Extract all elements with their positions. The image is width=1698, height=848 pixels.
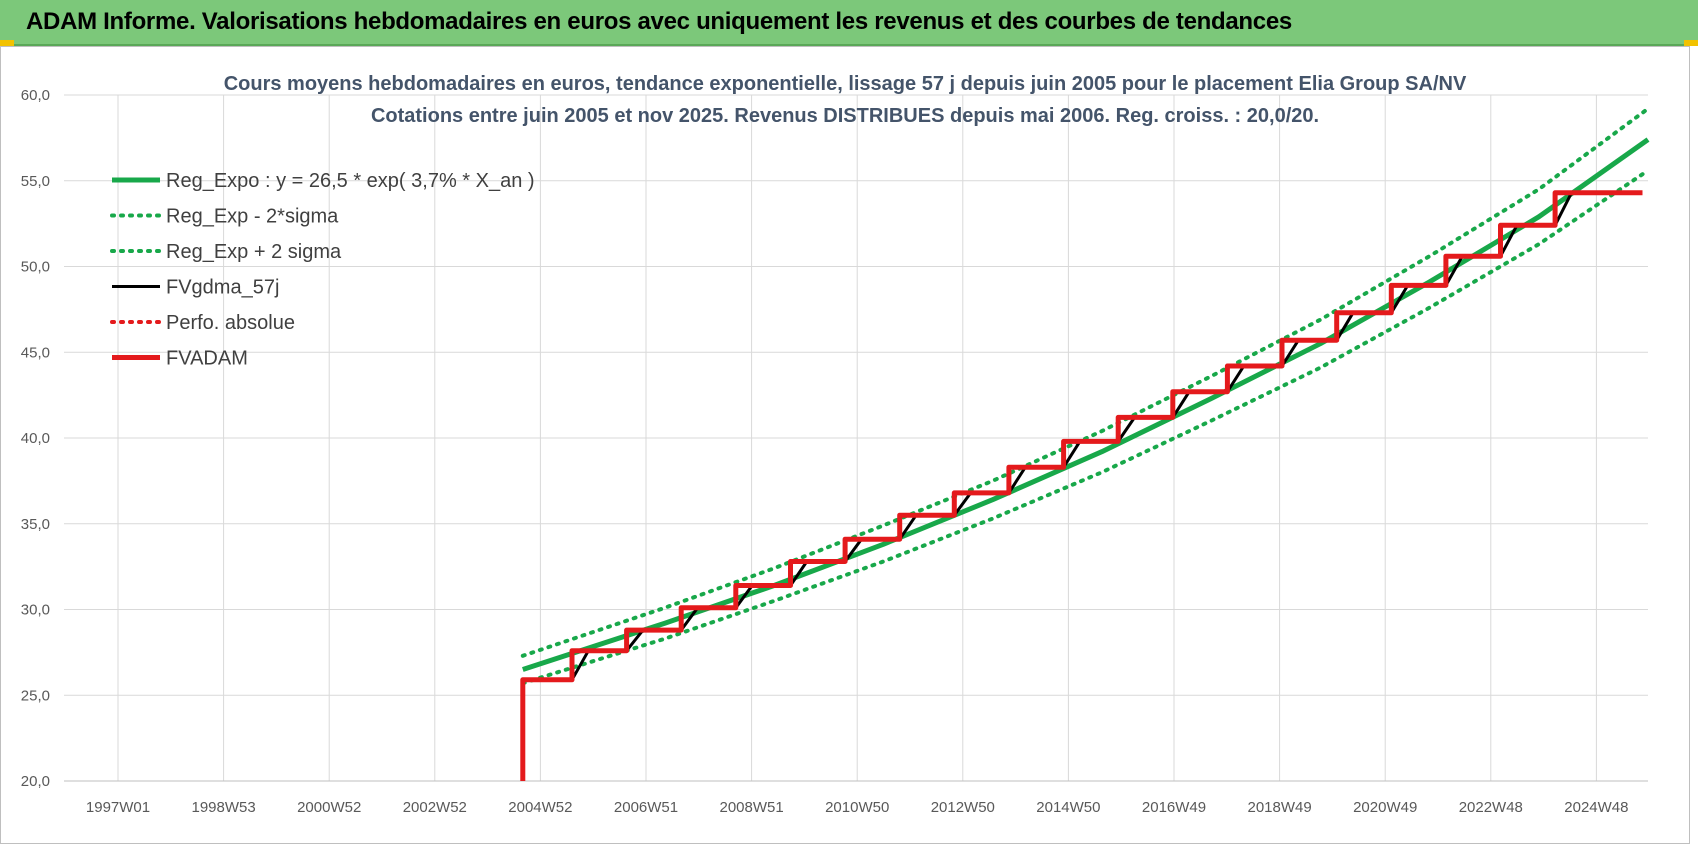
x-tick-label: 1997W01 — [86, 799, 150, 816]
y-tick-label: 45,0 — [21, 344, 50, 361]
x-tick-label: 2004W52 — [508, 799, 572, 816]
series-line-1 — [520, 168, 1650, 686]
banner-corner-left — [0, 40, 14, 46]
y-tick-label: 25,0 — [21, 687, 50, 704]
x-tick-label: 2022W48 — [1459, 799, 1523, 816]
legend-label: FVADAM — [166, 348, 248, 370]
x-tick-label: 2020W49 — [1353, 799, 1417, 816]
legend-label: Reg_Expo : y = 26,5 * exp( 3,7% * X_an ) — [166, 170, 535, 192]
chart-title: Cours moyens hebdomadaires en euros, ten… — [224, 73, 1467, 95]
report-title: ADAM Informe. Valorisations hebdomadaire… — [26, 8, 1292, 35]
x-tick-label: 2016W49 — [1142, 799, 1206, 816]
chart-subtitle: Cotations entre juin 2005 et nov 2025. R… — [371, 105, 1319, 127]
legend: Reg_Expo : y = 26,5 * exp( 3,7% * X_an )… — [110, 170, 535, 370]
legend-label: Reg_Exp + 2 sigma — [166, 241, 342, 263]
x-tick-label: 2024W48 — [1564, 799, 1628, 816]
y-tick-label: 40,0 — [21, 430, 50, 447]
report-banner: ADAM Informe. Valorisations hebdomadaire… — [0, 0, 1698, 46]
y-tick-label: 20,0 — [21, 773, 50, 790]
x-tick-label: 1998W53 — [191, 799, 255, 816]
y-tick-label: 50,0 — [21, 259, 50, 276]
series-layer — [520, 106, 1650, 781]
y-tick-label: 55,0 — [21, 173, 50, 190]
chart-frame — [0, 46, 1690, 844]
legend-label: Perfo. absolue — [166, 312, 295, 334]
x-tick-label: 2018W49 — [1247, 799, 1311, 816]
x-tick-label: 2010W50 — [825, 799, 889, 816]
legend-label: Reg_Exp - 2*sigma — [166, 206, 339, 228]
series-line-5 — [520, 190, 1643, 781]
series-line-0 — [522, 137, 1650, 672]
x-tick-label: 2000W52 — [297, 799, 361, 816]
x-tick-label: 2014W50 — [1036, 799, 1100, 816]
y-tick-label: 30,0 — [21, 602, 50, 619]
series-line-2 — [520, 106, 1650, 658]
x-tick-label: 2006W51 — [614, 799, 678, 816]
grid-layer — [64, 94, 1648, 782]
tick-labels: 20,0 25,0 30,0 35,0 40,0 45,0 50,0 55,0 60,0 1997… — [21, 87, 1629, 816]
y-tick-label: 60,0 — [21, 87, 50, 104]
x-tick-label: 2012W50 — [931, 799, 995, 816]
y-tick-label: 35,0 — [21, 516, 50, 533]
legend-label: FVgdma_57j — [166, 277, 279, 299]
x-tick-label: 2008W51 — [719, 799, 783, 816]
banner-corner-right — [1684, 40, 1698, 46]
x-tick-label: 2002W52 — [403, 799, 467, 816]
